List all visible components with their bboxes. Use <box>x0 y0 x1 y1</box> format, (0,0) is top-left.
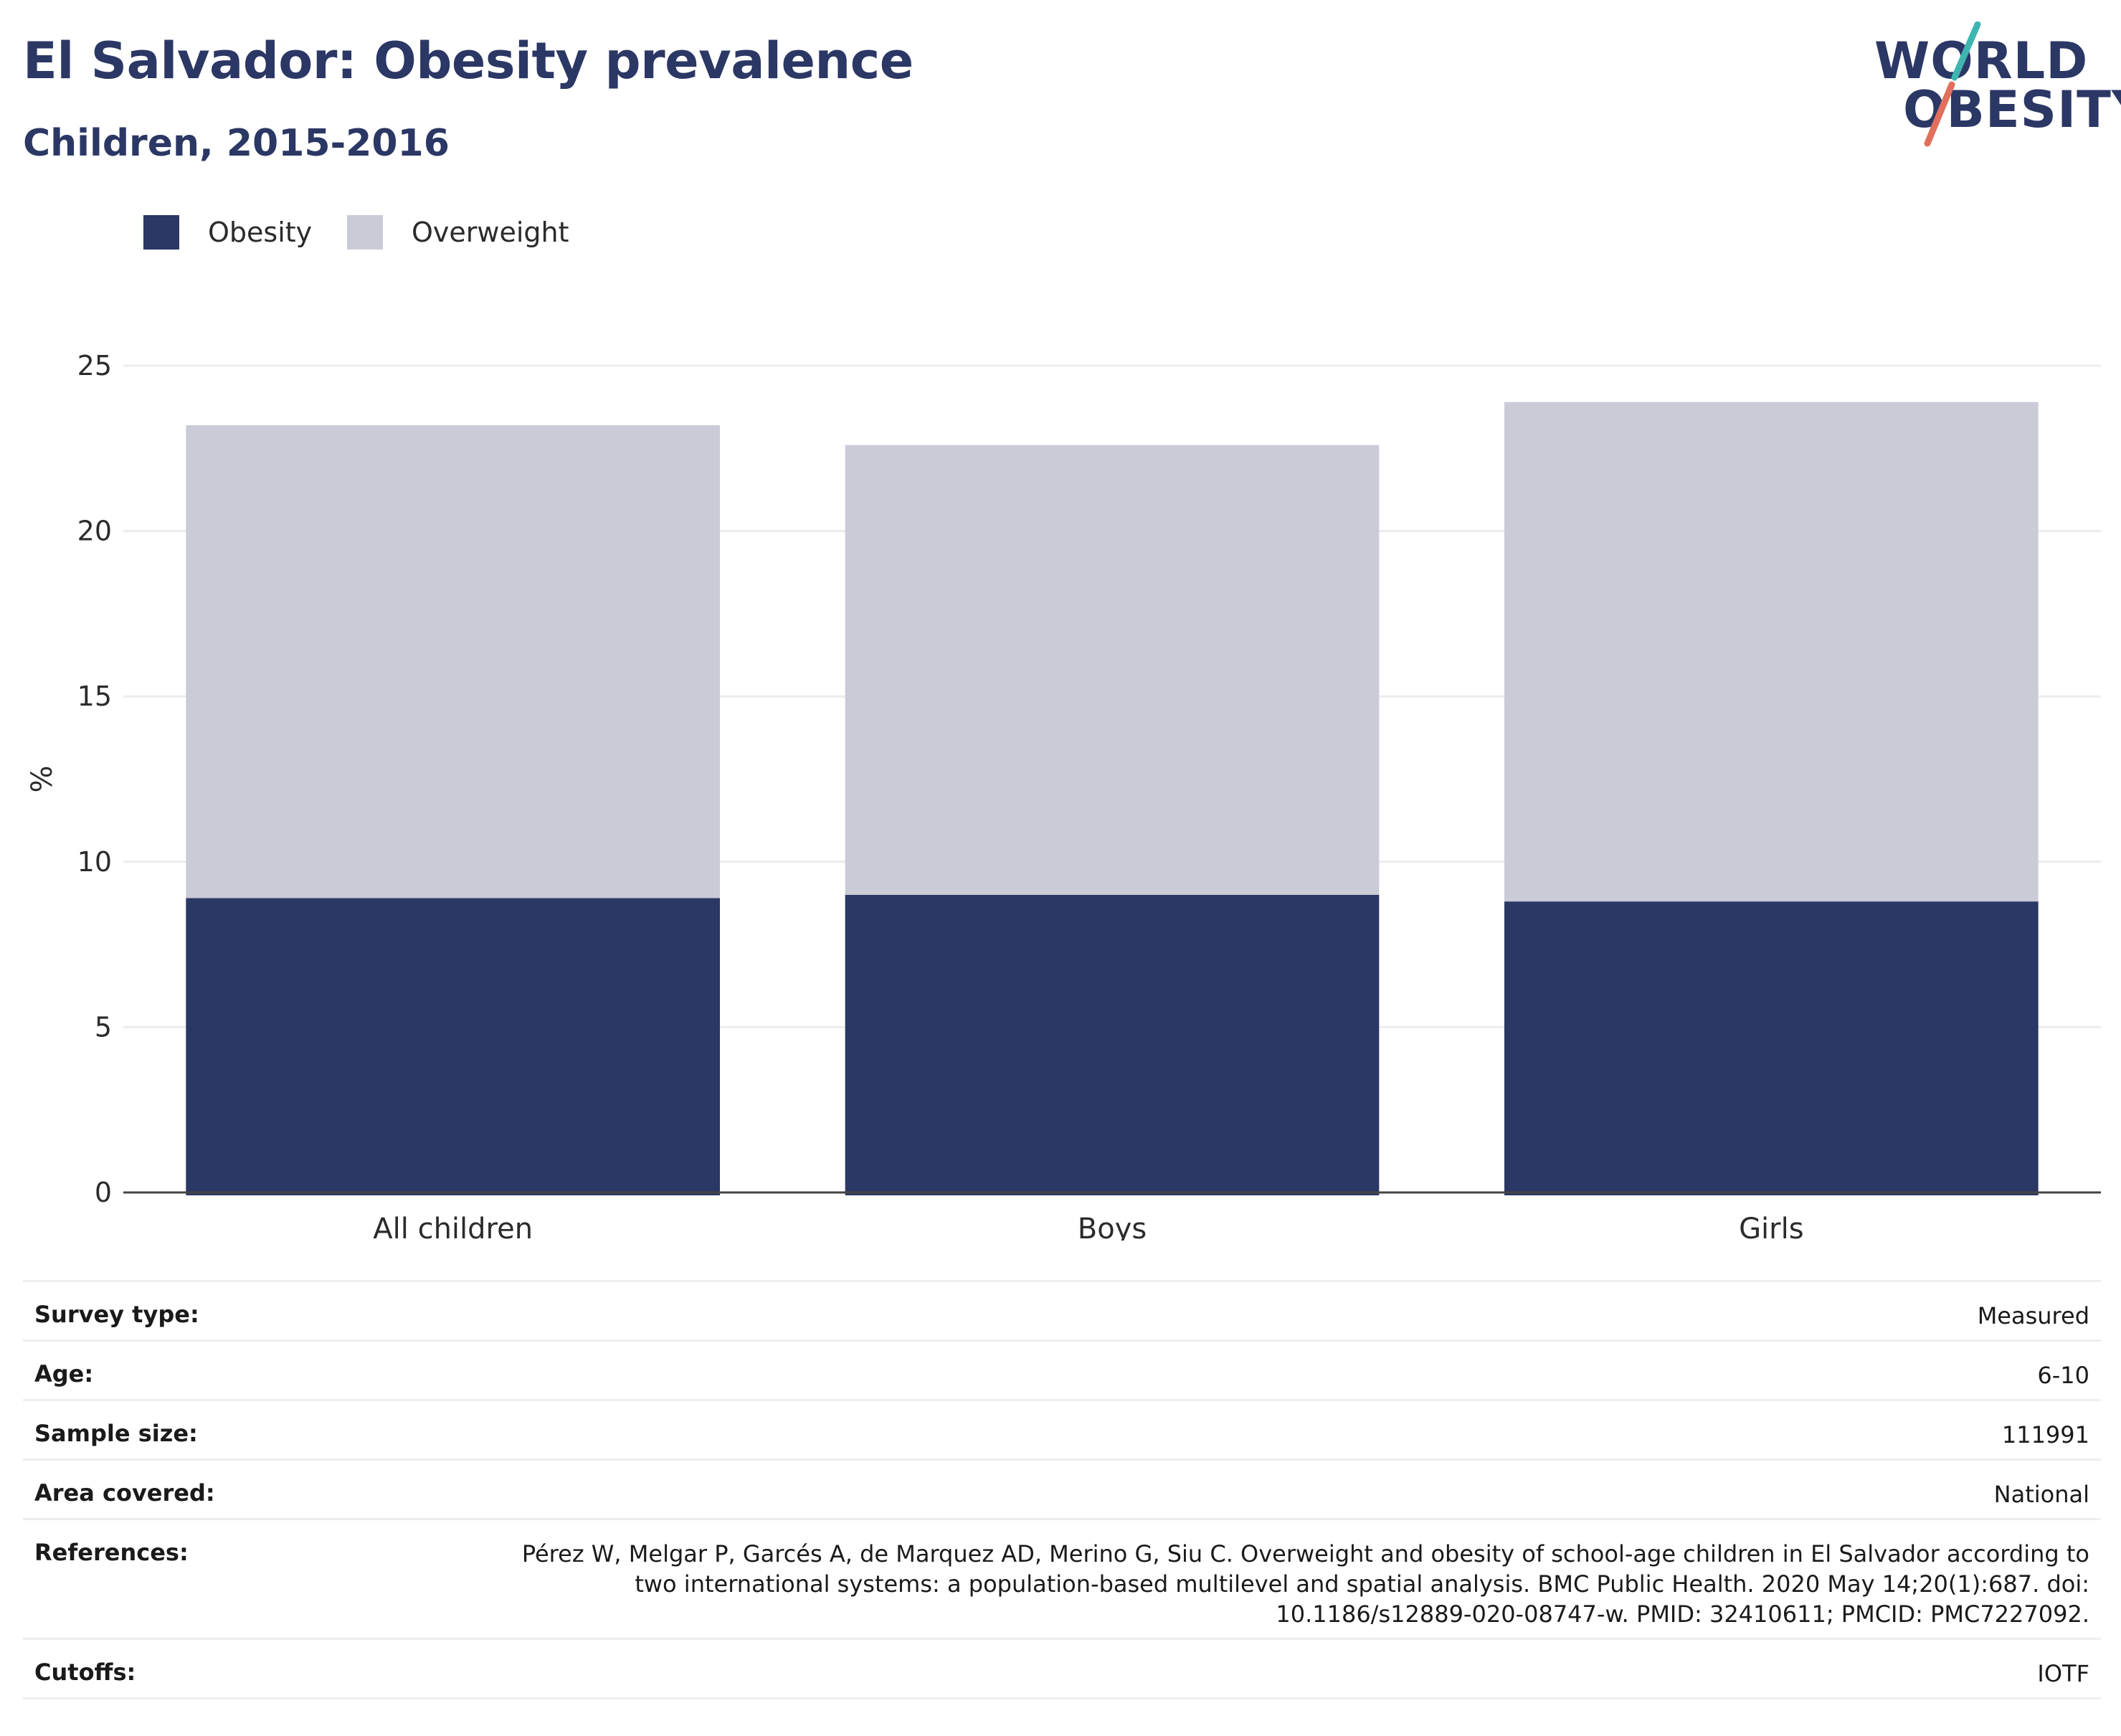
details-label: References: <box>34 1539 189 1566</box>
details-label: Survey type: <box>34 1301 199 1328</box>
details-value: Pérez W, Melgar P, Garcés A, de Marquez … <box>521 1540 2089 1628</box>
legend-swatch-overweight <box>347 215 383 250</box>
survey-details-table: Survey type: Measured Age: 6-10 Sample size:… <box>23 1280 2101 1699</box>
details-label: Sample size: <box>34 1420 198 1447</box>
bar-overweight-girls <box>1504 402 2039 902</box>
y-axis-title: % <box>26 765 59 792</box>
world-obesity-logo: WORLD OBESITY <box>1864 22 2121 151</box>
bar-obesity-girls <box>1504 901 2039 1195</box>
bar-obesity-all-children <box>186 898 720 1195</box>
logo-line-1: WORLD <box>1874 32 2089 90</box>
x-tick-label: All children <box>373 1213 533 1241</box>
details-row: Cutoffs: IOTF <box>23 1638 2101 1699</box>
details-label: Cutoffs: <box>34 1659 136 1686</box>
bar-chart: 0 5 10 15 20 25% All children Boys Girls <box>26 350 2101 1241</box>
details-value: National <box>1993 1481 2089 1508</box>
details-value: Measured <box>1977 1302 2089 1329</box>
bar-overweight-all-children <box>186 425 720 898</box>
y-tick-label: 5 <box>95 1011 112 1043</box>
details-row: Survey type: Measured <box>23 1280 2101 1339</box>
y-tick-label: 10 <box>77 846 112 878</box>
details-row: Area covered: National <box>23 1458 2101 1518</box>
details-row: Age: 6-10 <box>23 1339 2101 1399</box>
legend-label-overweight: Overweight <box>412 217 569 248</box>
logo-slash-icon <box>1924 22 1981 147</box>
details-label: Age: <box>34 1360 94 1388</box>
details-value: 6-10 <box>2037 1362 2089 1389</box>
legend-swatch-obesity <box>143 215 179 250</box>
details-label: Area covered: <box>34 1479 215 1507</box>
legend-label-obesity: Obesity <box>208 217 313 248</box>
y-tick-label: 15 <box>77 680 112 712</box>
details-row: References: Pérez W, Melgar P, Garcés A, … <box>23 1518 2101 1638</box>
chart-title: El Salvador: Obesity prevalence <box>23 32 914 90</box>
details-row: Sample size: 111991 <box>23 1399 2101 1458</box>
details-value: 111991 <box>2001 1421 2089 1448</box>
bar-obesity-boys <box>845 894 1380 1195</box>
y-tick-label: 0 <box>95 1177 112 1208</box>
y-tick-label: 25 <box>77 350 112 381</box>
chart-subtitle: Children, 2015-2016 <box>23 122 450 165</box>
x-tick-label: Boys <box>1078 1213 1147 1241</box>
x-tick-label: Girls <box>1739 1213 1804 1241</box>
details-value: IOTF <box>2037 1660 2089 1687</box>
bar-overweight-boys <box>845 445 1380 895</box>
y-tick-label: 20 <box>77 516 112 547</box>
